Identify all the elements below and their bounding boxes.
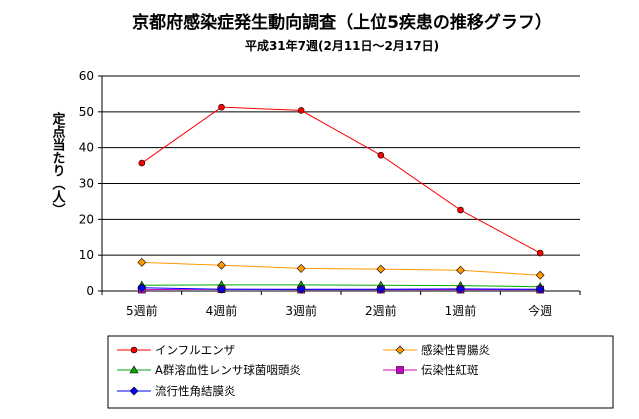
data-point xyxy=(298,107,304,113)
data-point xyxy=(537,250,543,256)
series-1 xyxy=(138,258,544,279)
plot-area: 0 10 20 30 40 50 60 5週前 4週前 3週前 2週前 1週前 今週 xyxy=(79,69,580,318)
data-point xyxy=(377,265,385,273)
legend-label: 伝染性紅斑 xyxy=(421,363,479,377)
chart-subtitle: 平成31年7週(2月11日～2月17日) xyxy=(245,38,439,53)
series-0 xyxy=(139,104,543,256)
x-tick-label: 1週前 xyxy=(445,303,477,318)
data-point xyxy=(218,261,226,269)
data-point xyxy=(138,258,146,266)
data-point xyxy=(457,266,465,274)
x-tick-label: 5週前 xyxy=(126,303,158,318)
y-tick-label: 0 xyxy=(86,284,94,298)
y-tick-label: 10 xyxy=(79,248,94,262)
y-tick-label: 20 xyxy=(79,212,94,226)
y-axis-title: 定点当たり（人） xyxy=(50,111,67,216)
series-line xyxy=(142,285,540,287)
data-point xyxy=(219,104,225,110)
data-point xyxy=(139,160,145,166)
legend-label: A群溶血性レンサ球菌咽頭炎 xyxy=(155,363,301,377)
series-line xyxy=(142,262,540,275)
data-point xyxy=(378,152,384,158)
series-line xyxy=(142,288,540,289)
series-line xyxy=(142,107,540,253)
x-tick-label: 今週 xyxy=(528,303,552,318)
data-point xyxy=(458,207,464,213)
legend-label: インフルエンザ xyxy=(155,343,235,357)
y-tick-label: 40 xyxy=(79,141,94,155)
data-point xyxy=(536,271,544,279)
y-tick-label: 50 xyxy=(79,105,94,119)
chart-title: 京都府感染症発生動向調査（上位5疾患の推移グラフ） xyxy=(132,12,552,33)
legend-label: 感染性胃腸炎 xyxy=(421,343,490,357)
y-tick-label: 30 xyxy=(79,177,94,191)
y-tick-label: 60 xyxy=(79,69,94,83)
x-tick-label: 4週前 xyxy=(206,303,238,318)
y-axis-label: 定点当たり（人） xyxy=(50,111,67,216)
legend-label: 流行性角結膜炎 xyxy=(155,384,236,398)
data-point xyxy=(297,264,305,272)
legend-swatch-marker xyxy=(131,347,137,353)
x-tick-label: 2週前 xyxy=(365,303,397,318)
legend-swatch-marker xyxy=(397,367,404,374)
x-tick-label: 3週前 xyxy=(285,303,317,318)
